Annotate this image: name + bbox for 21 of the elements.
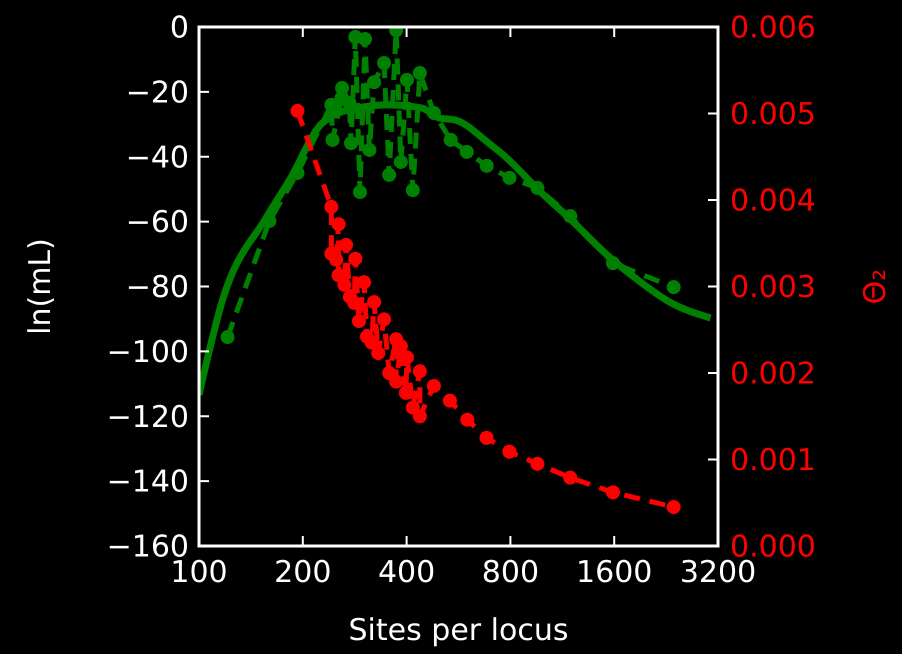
x-axis-title: Sites per locus	[348, 613, 568, 648]
y2-tick-label: 0.002	[730, 356, 816, 392]
y-tick-label: −40	[126, 140, 189, 176]
x-tick-label: 200	[274, 555, 332, 590]
x-tick-label: 400	[378, 555, 436, 590]
y-tick-label: −20	[126, 75, 189, 110]
y2-tick-label: 0.004	[730, 184, 816, 218]
y-tick-label: −60	[126, 205, 189, 240]
y2-tick-label: 0.001	[730, 443, 816, 478]
y2-tick-label: 0.005	[730, 97, 816, 132]
y-tick-label: −80	[126, 270, 189, 305]
y2-axis-title: Θ₂	[858, 268, 893, 304]
y2-tick-label: 0.006	[730, 10, 816, 46]
y-tick-label: −100	[106, 334, 189, 370]
y-tick-label: −140	[106, 464, 189, 500]
y-tick-label: −120	[106, 400, 189, 435]
x-tick-label: 800	[482, 555, 540, 590]
y-tick-label: 0	[170, 10, 189, 46]
y-axis-title: ln(mL)	[23, 238, 58, 335]
y2-tick-label: 0.003	[730, 270, 816, 305]
x-tick-label: 1600	[576, 555, 652, 590]
